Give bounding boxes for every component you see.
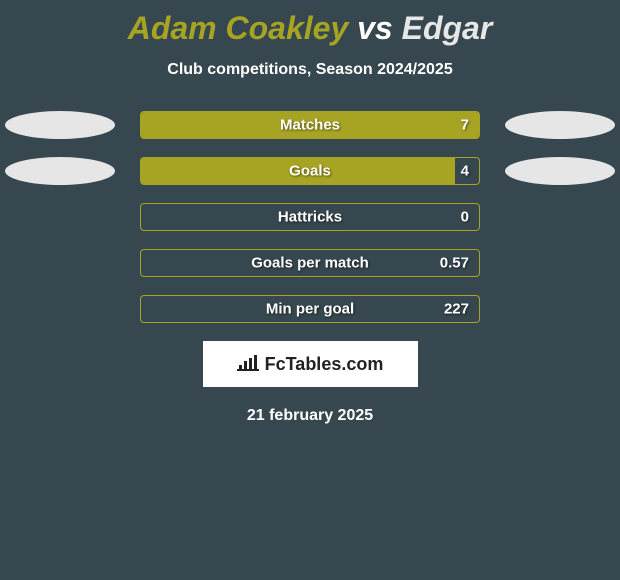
comparison-title: Adam Coakley vs Edgar bbox=[0, 0, 620, 47]
stats-rows: Matches 7 Goals 4 Hattricks 0 Goals per match 0… bbox=[0, 111, 620, 323]
stat-bar: Min per goal 227 bbox=[140, 295, 480, 323]
stat-bar: Goals 4 bbox=[140, 157, 480, 185]
stat-label: Min per goal bbox=[266, 301, 354, 318]
stat-value: 227 bbox=[444, 301, 469, 318]
site-logo[interactable]: FcTables.com bbox=[203, 341, 418, 387]
player2-name: Edgar bbox=[402, 10, 493, 46]
stat-row: Goals 4 bbox=[0, 157, 620, 185]
stat-value: 7 bbox=[461, 117, 469, 134]
vs-word: vs bbox=[357, 10, 393, 46]
stat-row: Hattricks 0 bbox=[0, 203, 620, 231]
left-ellipse bbox=[5, 111, 115, 139]
stat-bar: Hattricks 0 bbox=[140, 203, 480, 231]
left-ellipse bbox=[5, 157, 115, 185]
stat-bar: Matches 7 bbox=[140, 111, 480, 139]
stat-label: Goals bbox=[289, 163, 331, 180]
stat-label: Hattricks bbox=[278, 209, 342, 226]
stat-value: 4 bbox=[461, 163, 469, 180]
stat-bar: Goals per match 0.57 bbox=[140, 249, 480, 277]
chart-icon bbox=[237, 355, 259, 373]
stat-value: 0.57 bbox=[440, 255, 469, 272]
stat-label: Goals per match bbox=[251, 255, 369, 272]
logo-text: FcTables.com bbox=[265, 354, 384, 375]
stat-value: 0 bbox=[461, 209, 469, 226]
subtitle: Club competitions, Season 2024/2025 bbox=[0, 61, 620, 79]
right-ellipse bbox=[505, 157, 615, 185]
stat-label: Matches bbox=[280, 117, 340, 134]
date-text: 21 february 2025 bbox=[0, 407, 620, 425]
stat-row: Goals per match 0.57 bbox=[0, 249, 620, 277]
stat-row: Min per goal 227 bbox=[0, 295, 620, 323]
right-ellipse bbox=[505, 111, 615, 139]
stat-row: Matches 7 bbox=[0, 111, 620, 139]
player1-name: Adam Coakley bbox=[128, 10, 349, 46]
